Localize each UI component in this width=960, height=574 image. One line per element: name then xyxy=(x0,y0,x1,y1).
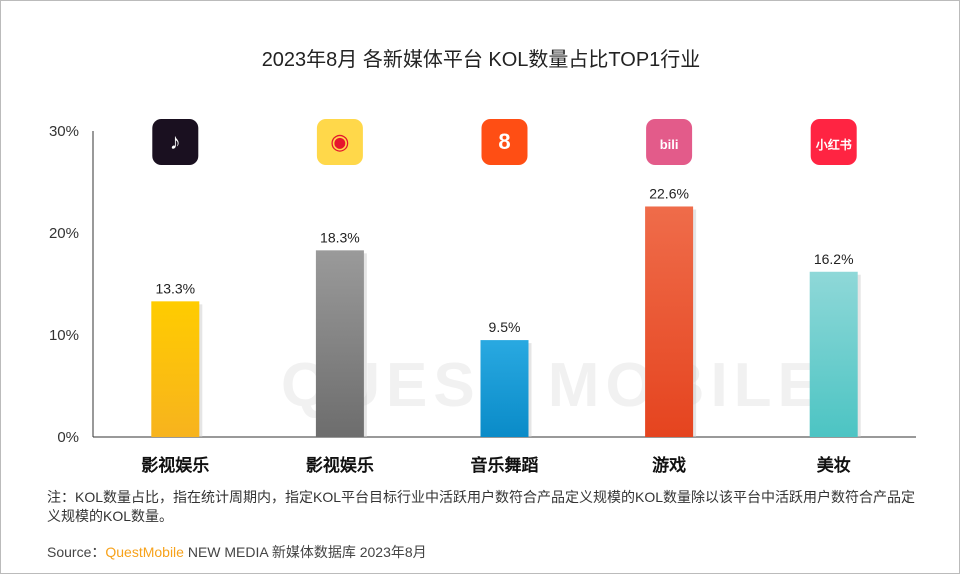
source-rest: NEW MEDIA 新媒体数据库 2023年8月 xyxy=(183,544,427,560)
watermark: QUEST MOBILE xyxy=(281,351,825,420)
bar xyxy=(809,271,858,437)
bar-chart: 0% 10% 20% 30% 13.3% 影视娱乐 ♪ 18.3% 影视娱乐 ◉ 9.5% 音乐舞蹈 8… xyxy=(49,119,916,475)
category-label: 影视娱乐 xyxy=(141,455,209,475)
douyin-icon xyxy=(152,119,199,165)
douyin-icon-glyph: ♪ xyxy=(170,129,181,154)
xiaohongshu-icon-glyph: 小红书 xyxy=(816,137,852,152)
source-line: Source：QuestMobile NEW MEDIA 新媒体数据库 2023… xyxy=(47,542,427,562)
bilibili-icon-glyph: bili xyxy=(660,137,679,152)
bar xyxy=(315,250,364,437)
kuaishou-icon-glyph: 8 xyxy=(498,129,510,154)
footnote: 注：KOL数量占比，指在统计周期内，指定KOL平台目标行业中活跃用户数符合产品定… xyxy=(47,489,916,524)
y-tick-label: 0% xyxy=(57,429,79,446)
category-label: 游戏 xyxy=(652,455,686,475)
data-label: 22.6% xyxy=(649,185,689,201)
source-brand: QuestMobile xyxy=(105,544,184,560)
category-label: 影视娱乐 xyxy=(306,455,374,475)
y-tick-label: 10% xyxy=(49,327,79,344)
bar xyxy=(480,340,529,437)
bar xyxy=(151,301,200,437)
source-prefix: Source： xyxy=(47,544,106,560)
y-tick-label: 30% xyxy=(49,123,79,140)
data-label: 9.5% xyxy=(489,319,521,335)
data-label: 16.2% xyxy=(814,251,854,267)
category-label: 音乐舞蹈 xyxy=(471,455,539,475)
y-tick-label: 20% xyxy=(49,225,79,242)
data-label: 18.3% xyxy=(320,229,360,245)
chart-title: 2023年8月 各新媒体平台 KOL数量占比TOP1行业 xyxy=(261,49,701,71)
weibo-icon-glyph: ◉ xyxy=(330,129,349,154)
xiaohongshu-icon xyxy=(810,119,857,165)
kuaishou-icon xyxy=(481,119,528,165)
data-label: 13.3% xyxy=(155,280,195,296)
bilibili-icon xyxy=(646,119,693,165)
weibo-icon xyxy=(316,119,363,165)
bar xyxy=(645,206,694,437)
category-label: 美妆 xyxy=(817,455,851,475)
